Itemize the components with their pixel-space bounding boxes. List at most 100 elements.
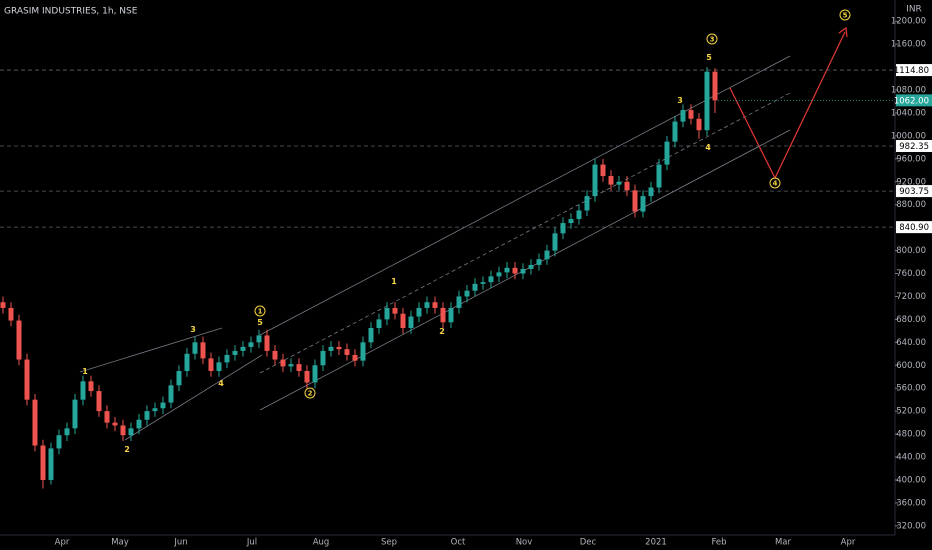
candle-body bbox=[456, 296, 462, 308]
candle-body bbox=[680, 110, 686, 122]
x-tick-label: Jun bbox=[173, 538, 187, 548]
candle-body bbox=[448, 307, 454, 323]
candle-body bbox=[168, 385, 174, 403]
wave-circle bbox=[839, 9, 851, 21]
candle-body bbox=[40, 445, 46, 480]
candle-body bbox=[312, 365, 318, 383]
y-tick-label: 680.00 bbox=[896, 315, 926, 325]
y-tick-label: 600.00 bbox=[896, 361, 926, 371]
candle-body bbox=[376, 319, 382, 328]
wave-label: 1 bbox=[391, 277, 397, 286]
candle-body bbox=[240, 346, 246, 351]
trend-line bbox=[79, 327, 223, 373]
y-tick-label: 440.00 bbox=[896, 453, 926, 463]
candle-body bbox=[424, 302, 430, 308]
wave-label: 5 bbox=[706, 53, 712, 62]
candle-body bbox=[488, 276, 494, 283]
wave-label: 5 bbox=[257, 318, 263, 327]
candle-body bbox=[176, 371, 182, 386]
y-tick-label: 920.00 bbox=[896, 177, 926, 187]
y-tick-label: 560.00 bbox=[896, 384, 926, 394]
y-tick-label: 1080.00 bbox=[891, 86, 926, 96]
x-tick-label: Sep bbox=[381, 538, 397, 548]
wave-circle bbox=[706, 33, 718, 45]
candle-body bbox=[96, 391, 102, 412]
x-tick-label: 2021 bbox=[645, 538, 667, 548]
candle-body bbox=[64, 428, 70, 436]
y-tick-label: 520.00 bbox=[896, 407, 926, 417]
level-tag bbox=[896, 140, 932, 153]
wave-label: 1 bbox=[82, 367, 88, 376]
candle-body bbox=[400, 313, 406, 328]
candle-body bbox=[144, 411, 150, 420]
candle-body bbox=[544, 250, 550, 260]
candle-body bbox=[536, 259, 542, 265]
candle-body bbox=[128, 428, 134, 436]
x-tick-label: Apr bbox=[841, 538, 856, 548]
candle-body bbox=[320, 350, 326, 366]
candle-body bbox=[408, 316, 414, 328]
candle-body bbox=[520, 268, 526, 274]
candle-body bbox=[432, 302, 438, 308]
candle-body bbox=[560, 223, 566, 234]
y-tick-label: 800.00 bbox=[896, 246, 926, 256]
candle-body bbox=[24, 359, 30, 400]
candle-body bbox=[528, 264, 534, 269]
candle-body bbox=[32, 399, 38, 446]
y-tick-label: 960.00 bbox=[896, 154, 926, 164]
candle-body bbox=[208, 358, 214, 372]
candle-body bbox=[296, 364, 302, 372]
candle-body bbox=[216, 362, 222, 372]
candle-body bbox=[136, 419, 142, 429]
wave-label: 3 bbox=[710, 36, 715, 44]
y-tick-label: 720.00 bbox=[896, 292, 926, 302]
level-label: 903.75 bbox=[899, 187, 929, 197]
candle-body bbox=[480, 282, 486, 284]
candle-body bbox=[160, 402, 166, 409]
candle-body bbox=[344, 349, 350, 355]
candle-body bbox=[504, 267, 510, 273]
wave-label: 4 bbox=[773, 180, 778, 188]
last-price-tag bbox=[896, 94, 932, 107]
candle-body bbox=[264, 335, 270, 351]
candle-body bbox=[288, 364, 294, 367]
wave-label: 2 bbox=[439, 327, 445, 336]
wave-label: 4 bbox=[218, 379, 224, 388]
candle-body bbox=[632, 190, 638, 212]
candle-body bbox=[120, 425, 126, 436]
candle-body bbox=[88, 381, 94, 392]
candle-body bbox=[328, 346, 334, 351]
candle-body bbox=[112, 422, 118, 426]
candle-body bbox=[440, 307, 446, 323]
candle-body bbox=[688, 110, 694, 119]
level-label: 840.90 bbox=[899, 223, 929, 233]
level-tag bbox=[896, 221, 932, 234]
y-tick-label: 1040.00 bbox=[891, 108, 926, 118]
y-tick-label: 1200.00 bbox=[891, 17, 926, 27]
candle-body bbox=[472, 283, 478, 291]
wave-circle bbox=[304, 387, 316, 399]
candle-body bbox=[512, 267, 518, 274]
candle-body bbox=[664, 141, 670, 165]
candle-body bbox=[608, 176, 614, 185]
wave-label: 3 bbox=[677, 96, 683, 105]
candle-body bbox=[552, 233, 558, 251]
candle-body bbox=[384, 307, 390, 320]
candle-body bbox=[656, 164, 662, 188]
x-tick-label: Feb bbox=[711, 538, 726, 548]
candle-body bbox=[48, 448, 54, 480]
last-price-label: 1062.00 bbox=[894, 96, 929, 106]
chart-title: GRASIM INDUSTRIES, 1h, NSE bbox=[4, 7, 138, 17]
candle-body bbox=[696, 118, 702, 131]
candle-body bbox=[272, 350, 278, 360]
candle-body bbox=[248, 342, 254, 347]
candle-body bbox=[392, 307, 398, 314]
trend-line bbox=[124, 354, 263, 441]
level-tag bbox=[896, 185, 932, 198]
wave-label: 4 bbox=[705, 143, 711, 152]
arrow-head bbox=[838, 26, 848, 38]
y-tick-label: 1160.00 bbox=[891, 40, 926, 50]
wave-label: 2 bbox=[124, 445, 130, 454]
candle-body bbox=[568, 219, 574, 224]
